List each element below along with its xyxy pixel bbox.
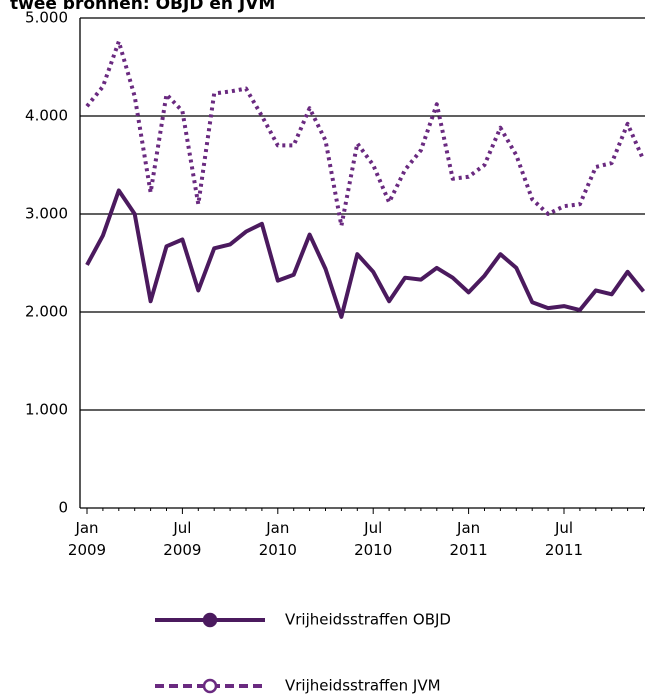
y-tick-label: 3.000 — [25, 205, 68, 223]
series-line — [85, 39, 646, 228]
chart-title: twee bronnen: OBJD en JVM — [10, 0, 275, 14]
legend-marker — [202, 678, 218, 694]
x-tick-label: Jul 2010 — [354, 519, 392, 559]
y-tick-label: 5.000 — [25, 9, 68, 27]
x-tick-label: Jul 2009 — [163, 519, 201, 559]
legend-marker — [202, 612, 218, 628]
x-tick-label: Jan 2009 — [68, 519, 106, 559]
legend-label: Vrijheidsstraffen OBJD — [285, 611, 451, 629]
series-line — [85, 188, 646, 319]
x-tick-label: Jul 2011 — [545, 519, 583, 559]
x-tick-label: Jan 2011 — [450, 519, 488, 559]
x-tick-label: Jan 2010 — [259, 519, 297, 559]
y-tick-label: 0 — [58, 499, 68, 517]
y-tick-label: 1.000 — [25, 401, 68, 419]
legend-label: Vrijheidsstraffen JVM — [285, 677, 441, 695]
y-tick-label: 4.000 — [25, 107, 68, 125]
y-tick-label: 2.000 — [25, 303, 68, 321]
